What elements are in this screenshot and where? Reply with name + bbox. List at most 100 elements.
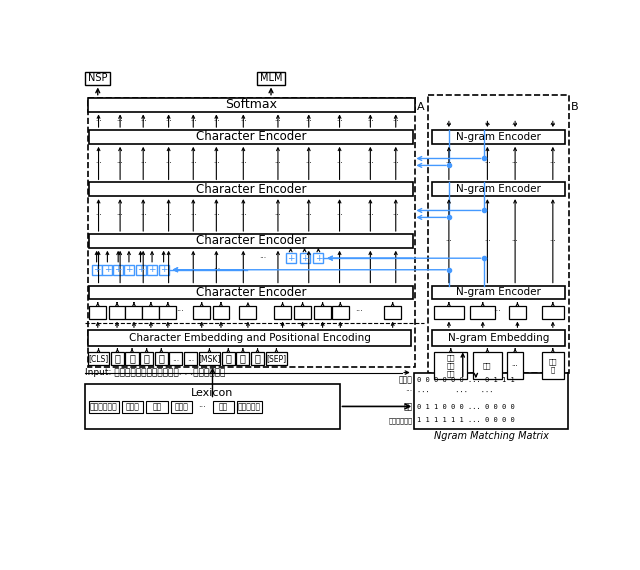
Text: B: B xyxy=(572,101,579,112)
Text: +: + xyxy=(115,265,122,274)
Text: ···: ··· xyxy=(392,160,399,166)
Text: 纽约: 纽约 xyxy=(219,402,228,412)
Text: ···: ··· xyxy=(213,118,220,124)
Text: +: + xyxy=(93,265,100,274)
Text: 一体化: 一体化 xyxy=(399,376,413,385)
Text: ···: ··· xyxy=(190,118,196,124)
Bar xyxy=(90,401,118,413)
Bar xyxy=(193,306,210,319)
Text: 会提高: 会提高 xyxy=(125,402,140,412)
Bar xyxy=(90,182,413,196)
Bar xyxy=(435,352,467,380)
Text: [SEP]: [SEP] xyxy=(266,354,287,363)
Text: ...: ... xyxy=(172,354,179,363)
Bar xyxy=(285,253,296,263)
Bar xyxy=(90,286,413,299)
Text: [MSK]: [MSK] xyxy=(198,354,221,363)
Text: +: + xyxy=(301,254,308,263)
Text: ···: ··· xyxy=(512,238,518,244)
Text: ···: ··· xyxy=(140,212,147,218)
Text: Character Encoder: Character Encoder xyxy=(196,183,307,196)
Bar xyxy=(508,352,523,380)
Text: +: + xyxy=(148,265,156,274)
Text: ···: ··· xyxy=(213,212,220,218)
Bar xyxy=(332,306,349,319)
Bar xyxy=(86,72,110,84)
Text: Character Embedding and Positional Encoding: Character Embedding and Positional Encod… xyxy=(129,333,371,343)
Text: ···: ··· xyxy=(140,160,147,166)
Text: +: + xyxy=(125,265,132,274)
Bar xyxy=(109,306,125,319)
Text: A: A xyxy=(417,101,424,112)
Text: ···: ··· xyxy=(445,121,452,128)
Text: 港澳: 港澳 xyxy=(483,363,492,369)
Text: ···: ··· xyxy=(212,265,220,274)
Bar xyxy=(257,72,285,84)
Text: ...: ... xyxy=(187,354,194,363)
Text: ···: ··· xyxy=(95,212,102,218)
Bar xyxy=(414,373,568,429)
Text: ···: ··· xyxy=(213,160,220,166)
Bar xyxy=(102,264,113,275)
Text: ···: ··· xyxy=(116,212,124,218)
Text: ···: ··· xyxy=(240,160,246,166)
Bar xyxy=(314,253,323,263)
Text: ···: ··· xyxy=(367,160,374,166)
Bar xyxy=(473,352,502,380)
Bar xyxy=(542,306,564,319)
Text: ···: ··· xyxy=(445,160,452,166)
Text: ···: ··· xyxy=(512,160,518,166)
Bar xyxy=(432,130,565,144)
Text: ···: ··· xyxy=(392,212,399,218)
Text: 波士顿咨询: 波士顿咨询 xyxy=(238,402,261,412)
Text: ···: ··· xyxy=(240,212,246,218)
Bar xyxy=(125,306,143,319)
Bar xyxy=(113,264,123,275)
Bar xyxy=(432,330,565,345)
Text: 被称为: 被称为 xyxy=(175,402,189,412)
Text: ···: ··· xyxy=(484,121,491,128)
Text: 该农村居民点: 该农村居民点 xyxy=(90,402,118,412)
Text: Character Encoder: Character Encoder xyxy=(196,286,307,299)
Bar xyxy=(236,352,250,365)
Bar xyxy=(86,384,340,429)
Text: [CLS]: [CLS] xyxy=(88,354,109,363)
Text: ···: ··· xyxy=(392,118,399,124)
Bar xyxy=(90,234,413,248)
Text: 0 0 0 0 0 0 ... 0 1 1 1: 0 0 0 0 0 0 ... 0 1 1 1 xyxy=(417,377,515,383)
Text: 体: 体 xyxy=(240,353,246,363)
Bar xyxy=(159,306,176,319)
Text: N-gram Encoder: N-gram Encoder xyxy=(456,184,541,194)
Text: ···: ··· xyxy=(275,212,282,218)
Text: 0 1 1 0 0 0 ... 0 0 0 0: 0 1 1 0 0 0 ... 0 0 0 0 xyxy=(417,404,515,410)
Bar xyxy=(300,253,310,263)
Text: MLM: MLM xyxy=(260,74,282,83)
Bar xyxy=(170,352,182,365)
Text: ···: ··· xyxy=(367,118,374,124)
Text: Ngram Matching Matrix: Ngram Matching Matrix xyxy=(434,431,548,441)
Bar xyxy=(111,352,124,365)
Bar xyxy=(147,264,157,275)
Bar xyxy=(198,352,220,365)
Text: ···: ··· xyxy=(116,118,124,124)
Bar xyxy=(266,352,287,365)
Text: Character Encoder: Character Encoder xyxy=(196,234,307,247)
Text: +: + xyxy=(315,254,322,263)
Text: ···: ··· xyxy=(484,238,491,244)
Bar xyxy=(239,306,257,319)
Text: ···: ··· xyxy=(305,160,312,166)
Text: ···: ··· xyxy=(259,254,266,263)
Bar xyxy=(212,306,230,319)
Text: ···: ··· xyxy=(95,160,102,166)
Bar xyxy=(435,306,463,319)
Bar xyxy=(143,306,159,319)
Text: ···: ··· xyxy=(240,118,246,124)
Text: ···: ··· xyxy=(176,308,184,316)
Text: ···: ··· xyxy=(165,118,172,124)
Bar xyxy=(171,401,193,413)
Text: 一: 一 xyxy=(225,353,231,363)
Bar xyxy=(122,401,143,413)
Bar xyxy=(294,306,311,319)
Bar xyxy=(147,401,168,413)
Text: ···: ··· xyxy=(275,118,282,124)
